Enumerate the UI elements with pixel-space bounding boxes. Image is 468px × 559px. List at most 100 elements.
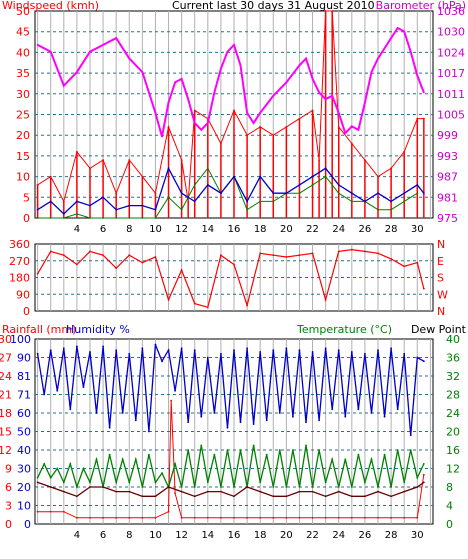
x-tick-label: 4 — [74, 530, 80, 541]
wind-direction-line-point — [272, 254, 275, 257]
gust-line-point — [49, 175, 52, 178]
dewpoint-line-point — [337, 490, 340, 493]
humidity-line-point — [206, 356, 209, 359]
rainfall-line-point — [377, 516, 379, 519]
temperature-tick-label: 4 — [446, 500, 453, 513]
wind-direction-line-point — [180, 269, 183, 271]
humidity-line-point — [69, 408, 72, 411]
dewpoint-line-point — [115, 490, 118, 493]
temperature-line-point — [305, 444, 307, 447]
wind-direction-line-point — [298, 254, 301, 257]
barometer-line-point — [141, 71, 144, 73]
wind-tick-label: 15 — [16, 150, 30, 163]
dewpoint-line-point — [36, 481, 39, 484]
barometer-line-point — [193, 122, 196, 124]
barometer-line-point — [49, 50, 52, 53]
barometer-line-point — [36, 44, 39, 46]
rainfall-tick-label: 30 — [0, 333, 12, 346]
humidity-line-point — [331, 408, 334, 411]
temperature-tick-label: 36 — [446, 352, 460, 365]
wind-direction-line-point — [233, 263, 235, 266]
wind-tick-label: 20 — [16, 129, 30, 142]
x-tick-label: 28 — [385, 224, 398, 235]
gust-line-point — [141, 175, 144, 178]
x-tick-label: 10 — [149, 224, 162, 235]
humidity-line-point — [364, 352, 366, 355]
barometer-line-point — [259, 111, 262, 114]
dewpoint-line-point — [128, 490, 131, 493]
third-series-line-point — [311, 183, 314, 186]
gust-line-point — [403, 150, 406, 153]
humidity-tick-label: 100 — [10, 333, 31, 346]
temperature-line-point — [422, 462, 425, 465]
temperature-tick-label: 16 — [446, 444, 460, 457]
rainfall-line-point — [170, 399, 173, 402]
humidity-line-point — [409, 434, 412, 437]
compass-tick-label: S — [437, 272, 444, 285]
temperature-line-point — [252, 444, 255, 447]
dewpoint-line-point — [193, 495, 196, 498]
average-wind-line-point — [220, 192, 222, 195]
dewpoint-line-point — [285, 495, 288, 498]
humidity-line-point — [174, 389, 176, 392]
average-wind-line-point — [102, 196, 104, 199]
humidity-line-point — [239, 421, 242, 424]
temperature-line-point — [89, 481, 91, 484]
dewpoint-line-point — [350, 495, 353, 498]
dewpoint-axis-label: Dew Point — [411, 323, 467, 336]
dewpoint-line-point — [102, 486, 104, 488]
barometer-line-point — [377, 57, 379, 60]
humidity-line-point — [324, 347, 327, 350]
humidity-line-point — [187, 421, 190, 424]
x-tick-label: 16 — [228, 530, 241, 541]
barometer-tick-label: 1036 — [437, 5, 465, 18]
x-tick-label: 24 — [332, 224, 345, 235]
direction-tick-label: 270 — [9, 255, 30, 268]
temperature-line-point — [43, 462, 46, 465]
temperature-line-point — [95, 458, 98, 461]
temperature-line-point — [403, 481, 406, 484]
compass-tick-label: W — [437, 288, 448, 301]
humidity-line-point — [154, 343, 157, 346]
temperature-tick-label: 12 — [446, 463, 460, 476]
dewpoint-line-point — [220, 490, 222, 493]
dewpoint-line-point — [180, 490, 183, 493]
wind-direction-line-point — [36, 272, 39, 275]
rainfall-line-point — [364, 516, 366, 519]
third-series-line-point — [49, 217, 52, 219]
temperature-line-point — [324, 481, 327, 484]
rainfall-line-point — [416, 516, 419, 519]
dewpoint-line-point — [89, 486, 91, 488]
gust-line-point — [318, 159, 320, 161]
average-wind-line-point — [36, 208, 39, 211]
x-tick-label: 12 — [175, 224, 188, 235]
wind-direction-line-point — [75, 263, 78, 266]
average-wind-line-point — [167, 167, 170, 170]
rainfall-line-point — [422, 473, 425, 476]
x-tick-label: 26 — [359, 224, 372, 235]
humidity-line-point — [200, 415, 203, 418]
humidity-line-point — [49, 349, 52, 351]
gust-line-point — [193, 109, 196, 112]
third-series-line-point — [416, 192, 419, 195]
temperature-line-point — [49, 476, 52, 479]
x-tick-label: 6 — [100, 530, 106, 541]
barometer-line-point — [167, 101, 170, 104]
gust-line-point — [390, 167, 393, 170]
temperature-line-point — [180, 486, 183, 488]
temperature-line-point — [350, 486, 353, 488]
compass-tick-label: E — [437, 255, 444, 268]
wind-series — [36, 10, 425, 219]
temperature-line-point — [239, 449, 242, 451]
barometer-line-point — [318, 91, 320, 94]
third-series-line-point — [259, 200, 262, 203]
gust-line-point — [285, 126, 288, 128]
barometer-line-point — [403, 30, 406, 33]
third-series-line-point — [390, 208, 393, 211]
temperature-line-point — [233, 486, 235, 488]
humidity-tick-label: 20 — [17, 481, 31, 494]
average-wind-line-point — [324, 167, 327, 170]
temperature-line-point — [265, 453, 268, 456]
humidity-line-point — [357, 408, 360, 411]
humidity-tick-label: 81 — [17, 370, 31, 383]
